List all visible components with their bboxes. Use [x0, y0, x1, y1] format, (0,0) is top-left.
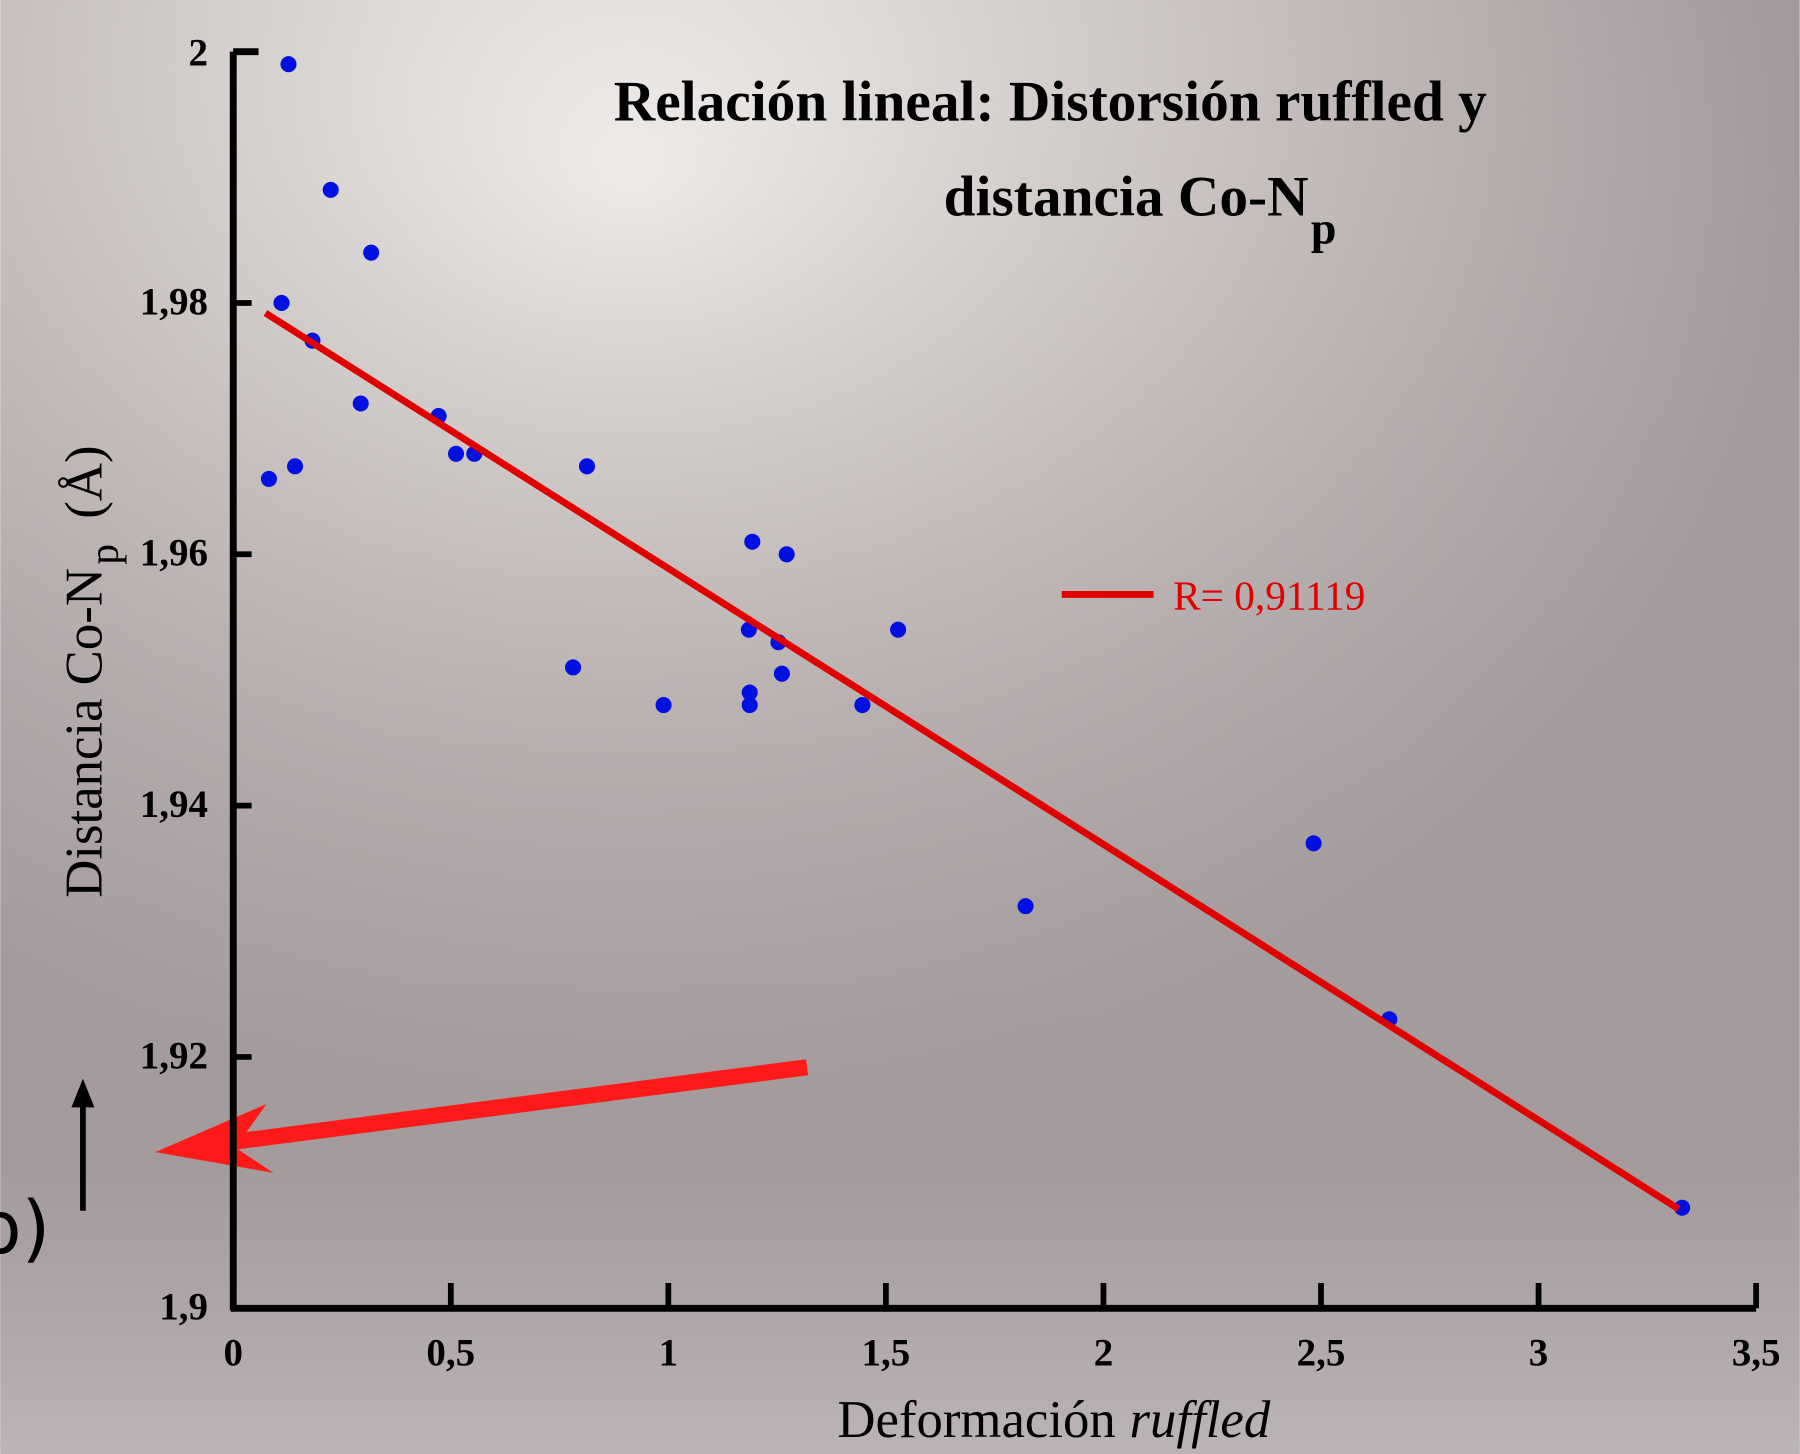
x-tick-label: 0 [223, 1332, 243, 1375]
chart-title: distancia Co-N [944, 166, 1309, 229]
x-tick-label: 1 [659, 1332, 678, 1375]
chart-title-subscript: p [1311, 202, 1337, 253]
x-tick-label: 3 [1529, 1332, 1549, 1375]
data-point [565, 659, 581, 675]
legend-label: R= 0,91119 [1173, 572, 1365, 618]
data-point [261, 471, 277, 487]
data-point [287, 458, 303, 474]
data-point [323, 182, 339, 198]
data-point [280, 56, 296, 72]
data-point [363, 245, 379, 261]
data-point [890, 622, 906, 638]
panel-label: b) [0, 1186, 50, 1271]
data-point [854, 697, 870, 713]
data-point [656, 697, 672, 713]
y-label-subscript: p [80, 544, 126, 565]
data-point [774, 666, 790, 682]
x-tick-label: 3,5 [1732, 1332, 1781, 1375]
data-point [1306, 835, 1322, 851]
x-tick-label: 2,5 [1297, 1332, 1346, 1375]
y-tick-label: 1,94 [140, 783, 208, 826]
data-point [744, 534, 760, 550]
y-label: Distancia Co-N [55, 568, 113, 898]
background-shade [0, 0, 1799, 1454]
data-point [448, 446, 464, 462]
page: b) Relación lineal: Distorsión ruffled y… [0, 0, 1800, 1454]
chart: b) Relación lineal: Distorsión ruffled y… [0, 0, 1800, 1454]
data-point [1018, 898, 1034, 914]
x-label: Deformación [837, 1391, 1115, 1449]
y-tick-label: 1,9 [159, 1286, 208, 1329]
data-point [579, 458, 595, 474]
x-tick-label: 0,5 [426, 1332, 475, 1375]
y-tick-label: 1,98 [140, 280, 208, 323]
y-tick-label: 1,92 [140, 1034, 208, 1077]
x-label-italic: ruffled [1130, 1391, 1271, 1449]
data-point [742, 697, 758, 713]
data-point [779, 546, 795, 562]
y-tick-label: 2 [189, 31, 209, 74]
data-point [274, 295, 290, 311]
y-label-unit: (Å) [55, 445, 113, 518]
chart-title: Relación lineal: Distorsión ruffled y [614, 70, 1487, 133]
data-point [353, 395, 369, 411]
x-tick-label: 2 [1094, 1332, 1113, 1375]
x-tick-label: 1,5 [862, 1332, 911, 1375]
y-tick-label: 1,96 [140, 532, 208, 575]
